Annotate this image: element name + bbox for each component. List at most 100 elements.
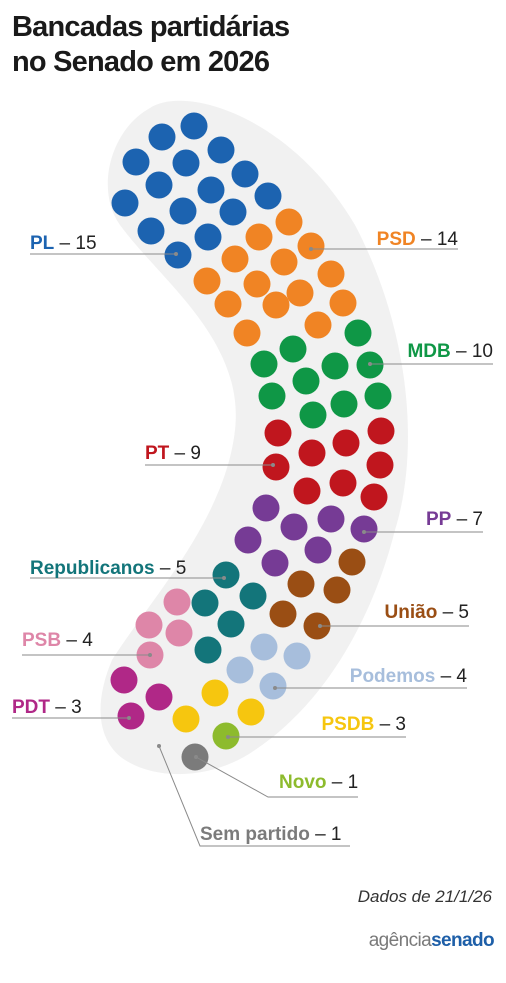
label-psd: PSD – 14 [377,229,459,250]
seat-pdt [145,683,173,711]
seat-pdt [117,702,145,730]
title-line-1: Bancadas partidárias [12,11,290,43]
leader-dot-pt [271,463,275,467]
seat-pp [261,549,289,577]
seat-psd [304,311,332,339]
seat-mdb [321,352,349,380]
seat-pt [332,429,360,457]
label-pdt-name: PDT [12,697,50,718]
seat-psd [214,290,242,318]
leader-dot-sem-partido [157,744,161,748]
seat-pl [137,217,165,245]
seat-pl [180,112,208,140]
seat-pl [231,160,259,188]
seat-mdb [330,390,358,418]
seat-pt [360,483,388,511]
seat-republicanos [217,610,245,638]
seat-mdb [292,367,320,395]
label-republicanos: Republicanos – 5 [30,558,186,579]
seat-psd [221,245,249,273]
seat-pp [304,536,332,564]
agencia-senado-logo: agênciasenado [368,930,495,952]
label-pdt: PDT – 3 [12,697,82,718]
label-republicanos-name: Republicanos [30,558,155,579]
label-psd-name: PSD [377,229,416,250]
leader-dot-pdt [127,716,131,720]
seat-podemos [226,656,254,684]
label-republicanos-seats: – 5 [155,558,187,579]
label-pp-name: PP [426,509,452,530]
label-pl-name: PL [30,233,55,254]
label-pl: PL – 15 [30,233,97,254]
label-pt-seats: – 9 [169,443,201,464]
label-psdb: PSDB – 3 [322,714,407,735]
seat-pt [366,451,394,479]
seat-mdb [258,382,286,410]
seat-uniao [338,548,366,576]
seat-mdb [344,319,372,347]
logo-senado-text: senado [431,930,495,951]
label-podemos-seats: – 4 [435,666,467,687]
seat-pt [293,477,321,505]
seat-psdb [172,705,200,733]
leader-dot-psb [148,653,152,657]
source-credit: Dados de 21/1/26 [357,887,492,906]
seat-pl [197,176,225,204]
title-line-2: no Senado em 2026 [12,46,270,78]
seat-novo [212,722,240,750]
seat-republicanos [191,589,219,617]
seat-psd [286,279,314,307]
label-pp-seats: – 7 [451,509,483,530]
seat-psd [243,270,271,298]
seat-psb [165,619,193,647]
page-title: Bancadas partidárias no Senado em 2026 [12,10,290,80]
seat-psb [135,611,163,639]
label-uniao: União – 5 [385,602,469,623]
label-uniao-seats: – 5 [437,602,469,623]
seat-psdb [237,698,265,726]
label-novo-name: Novo [279,772,327,793]
seat-pt [298,439,326,467]
leader-dot-psd [309,247,313,251]
label-sem-partido-name: Sem partido [200,824,310,845]
seat-pt [367,417,395,445]
logo-agencia-text: agência [368,930,432,951]
label-pt: PT – 9 [145,443,201,464]
leader-dot-pl [174,252,178,256]
leader-line-sem-partido [158,745,350,847]
seat-pp [317,505,345,533]
leader-dot-uniao [318,624,322,628]
label-novo-seats: – 1 [327,772,359,793]
label-mdb: MDB – 10 [407,341,493,362]
seat-psb [163,588,191,616]
seat-pp [350,515,378,543]
seat-podemos [250,633,278,661]
seat-podemos [283,642,311,670]
label-psdb-seats: – 3 [374,714,406,735]
seat-psd [193,267,221,295]
label-psb: PSB – 4 [22,630,93,651]
seat-pl [172,149,200,177]
leader-dot-pp [362,530,366,534]
seat-psd [297,232,325,260]
seat-psd [245,223,273,251]
seat-podemos [259,672,287,700]
leader-dot-novo [194,755,198,759]
seat-uniao [287,570,315,598]
label-sem-partido-seats: – 1 [310,824,342,845]
label-pp: PP – 7 [426,509,483,530]
leader-line-novo [195,756,358,798]
label-psd-seats: – 14 [416,229,459,250]
label-pdt-seats: – 3 [50,697,82,718]
label-podemos: Podemos – 4 [350,666,468,687]
seat-republicanos [212,561,240,589]
seat-pl [148,123,176,151]
seat-pp [252,494,280,522]
leader-dot-republicanos [222,576,226,580]
seat-pl [169,197,197,225]
seat-pl [122,148,150,176]
label-psb-seats: – 4 [61,630,93,651]
seat-pl [145,171,173,199]
seat-psd [270,248,298,276]
seat-pp [280,513,308,541]
